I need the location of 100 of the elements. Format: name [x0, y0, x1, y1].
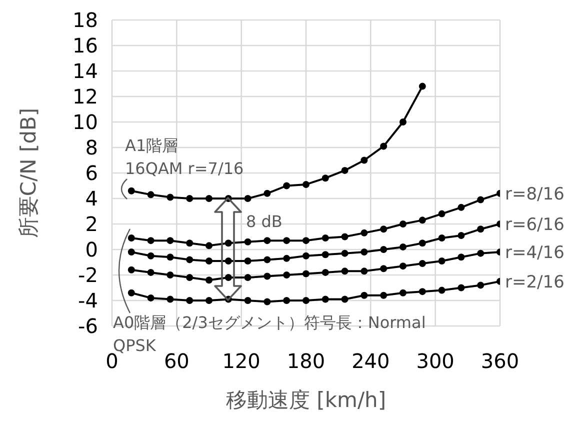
point: [147, 294, 154, 302]
x-tick-label: 120: [222, 349, 260, 374]
point: [418, 288, 426, 296]
point: [206, 257, 212, 264]
point: [380, 265, 388, 272]
point: [166, 194, 174, 201]
point: [438, 257, 446, 264]
point: [206, 195, 212, 202]
point: [283, 297, 290, 304]
point: [264, 256, 271, 264]
point: [458, 284, 465, 292]
point: [128, 266, 135, 274]
point: [302, 252, 310, 260]
point: [283, 237, 290, 244]
x-tick-label: 360: [480, 349, 520, 374]
point: [477, 196, 484, 204]
point: [360, 229, 368, 236]
point: [438, 234, 446, 242]
point: [458, 204, 465, 211]
point: [244, 195, 252, 202]
y-tick-label: -4: [78, 288, 98, 313]
point: [186, 240, 194, 247]
point: [283, 182, 290, 190]
point: [360, 268, 368, 275]
point: [477, 282, 484, 289]
point: [400, 118, 406, 126]
point: [322, 234, 329, 242]
annotation: A0階層（2/3セグメント）符号長：Normal: [113, 313, 426, 332]
point: [341, 250, 348, 257]
series-label: r=2/16: [505, 272, 564, 292]
point: [147, 268, 154, 276]
point: [244, 274, 252, 282]
point: [147, 252, 154, 260]
y-tick-label: -2: [78, 263, 98, 288]
x-axis-title: 移動速度 [km/h]: [226, 388, 386, 412]
point: [438, 286, 446, 294]
point: [341, 268, 348, 275]
point: [322, 268, 329, 276]
point: [400, 220, 406, 228]
point: [244, 257, 252, 264]
y-tick-label: 2: [85, 212, 98, 236]
point: [400, 243, 406, 250]
point: [341, 166, 348, 174]
point: [380, 292, 388, 299]
series-label: r=8/16: [505, 184, 564, 204]
y-tick-label: 4: [85, 186, 98, 211]
point: [186, 195, 194, 202]
point: [128, 289, 135, 296]
point: [128, 187, 135, 194]
point: [322, 296, 329, 303]
point: [380, 226, 388, 233]
point: [400, 262, 406, 270]
annotation: 8 dB: [246, 212, 282, 231]
y-tick-label: -6: [78, 314, 98, 338]
point: [186, 256, 194, 264]
point: [206, 297, 212, 304]
point: [418, 240, 426, 247]
point: [264, 190, 271, 197]
point: [418, 260, 426, 268]
point: [438, 210, 446, 218]
point: [166, 296, 174, 303]
x-tick-label: 240: [352, 349, 390, 374]
point: [244, 238, 252, 246]
point: [322, 251, 329, 258]
y-tick-label: 0: [85, 238, 98, 262]
x-tick-label: 300: [416, 349, 454, 374]
point: [341, 296, 348, 303]
point: [264, 237, 271, 244]
point: [302, 297, 310, 304]
point: [360, 292, 368, 299]
point: [224, 274, 232, 282]
point: [302, 237, 310, 244]
point: [360, 248, 368, 256]
point: [128, 248, 135, 256]
y-tick-label: 10: [72, 110, 98, 134]
y-tick-label: 14: [72, 59, 98, 84]
point: [341, 233, 348, 240]
y-tick-label: 16: [72, 34, 98, 58]
point: [206, 276, 212, 284]
point: [302, 270, 310, 278]
point: [147, 237, 154, 244]
point: [322, 174, 329, 182]
point: [166, 237, 174, 244]
point: [224, 240, 232, 247]
point: [458, 232, 465, 239]
point: [477, 250, 484, 257]
point: [477, 226, 484, 233]
series-label: r=6/16: [505, 215, 564, 235]
point: [400, 289, 406, 296]
point: [283, 272, 290, 278]
y-tick-label: 8: [85, 136, 98, 160]
point: [186, 297, 194, 304]
point: [186, 274, 194, 282]
point: [302, 180, 310, 188]
point: [458, 254, 465, 261]
point: [166, 272, 174, 278]
point: [264, 272, 271, 280]
y-axis-title: 所要C/N [dB]: [16, 108, 40, 238]
series-label: r=4/16: [505, 243, 564, 264]
point: [380, 246, 388, 253]
